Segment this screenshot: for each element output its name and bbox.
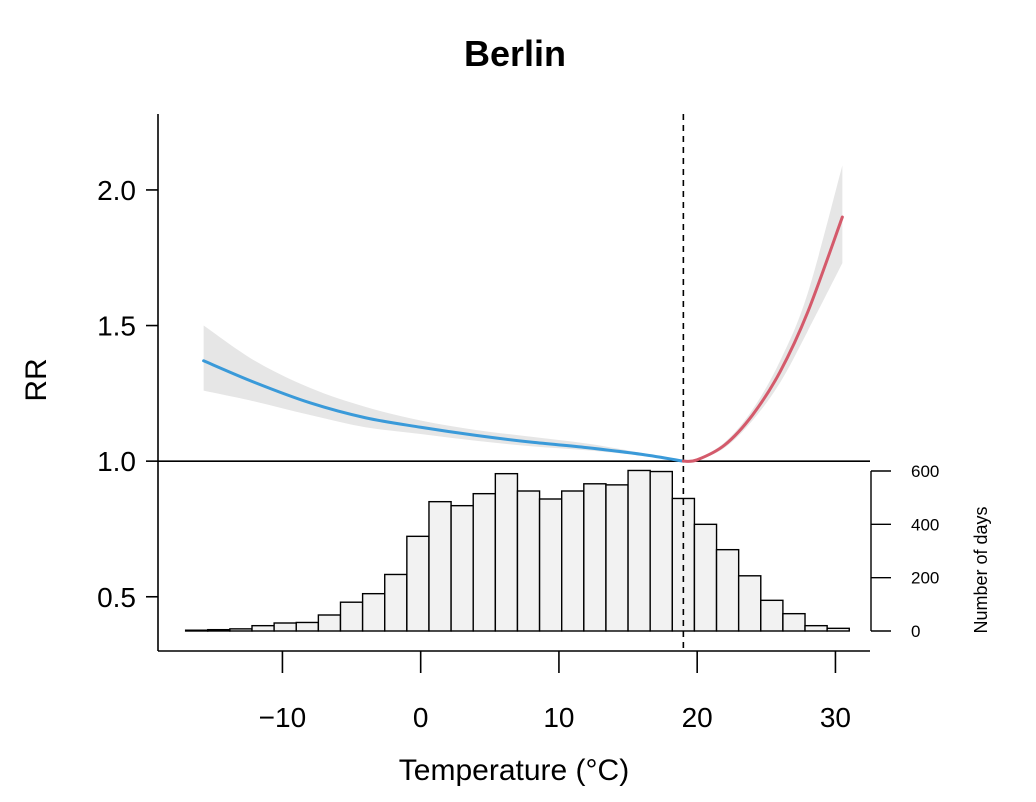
axes: 0.5 1.0 1.5 2.0 −10 0 10 20 30 0 200 400 600 [97,114,939,733]
histogram-bar [605,484,629,632]
histogram-bar [472,492,497,632]
histogram-bar [561,490,585,632]
x-tick-label: 0 [413,702,429,733]
histogram-bar [361,592,386,632]
cold-confidence-band [203,325,684,462]
histogram-bar [184,629,209,632]
y-tick-label: 0.5 [97,582,136,613]
histogram-bar [207,628,231,632]
histogram-bar [649,470,673,632]
x-tick-label: 10 [543,702,574,733]
histogram-bar [273,622,297,632]
histogram-bar [516,490,541,632]
histogram-bar [295,621,320,632]
y-tick-label: 2.0 [97,175,136,206]
histogram-bar [450,504,474,632]
histogram-bar [715,548,740,632]
histogram-bar [804,624,828,632]
histogram-bar [317,614,342,632]
histogram-bar [583,483,607,632]
histogram-bar [693,523,718,632]
y-tick-label: 1.5 [97,311,136,342]
histogram-tick-label: 0 [911,622,920,641]
histogram-bar [494,472,519,632]
rr-curves [202,215,844,463]
histogram-bar [737,575,762,632]
confidence-bands [203,165,843,462]
histogram-bar [339,601,364,632]
histogram-bar [428,500,452,632]
x-tick-label: 30 [820,702,851,733]
histogram-bar [627,469,651,632]
y-axis-label: RR [20,358,53,401]
histogram [184,469,850,632]
histogram-tick-label: 600 [911,462,939,481]
histogram-bar [251,624,275,632]
histogram-bar [229,628,253,632]
histogram-bar [782,612,806,632]
x-tick-label: 20 [682,702,713,733]
chart-title: Berlin [464,33,566,74]
x-tick-label: −10 [259,702,307,733]
reference-lines [158,114,870,651]
heat-confidence-band [683,165,843,462]
histogram-axis-label: Number of days [971,506,991,633]
histogram-bar [760,599,784,632]
histogram-bar [406,535,430,632]
heat-rr-curve [681,215,844,463]
histogram-tick-label: 200 [911,569,939,588]
histogram-bar [384,573,408,632]
y-tick-label: 1.0 [97,446,136,477]
histogram-tick-label: 400 [911,515,939,534]
cold-rr-curve [202,359,685,463]
histogram-bar [826,627,850,632]
x-axis-label: Temperature (°C) [399,754,629,787]
histogram-bar [538,498,563,632]
